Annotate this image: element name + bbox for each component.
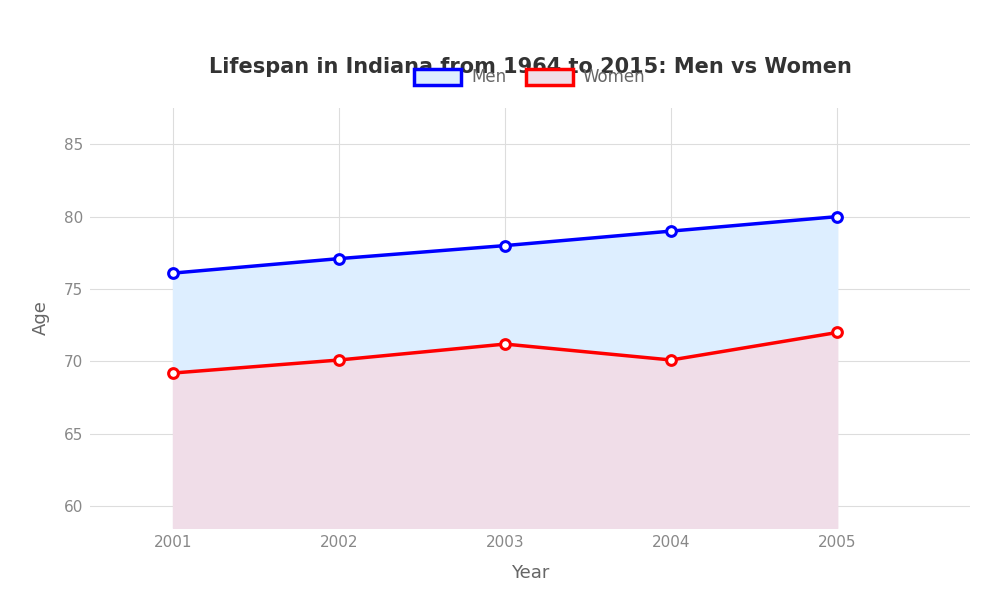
Title: Lifespan in Indiana from 1964 to 2015: Men vs Women: Lifespan in Indiana from 1964 to 2015: M… xyxy=(209,57,851,77)
Y-axis label: Age: Age xyxy=(32,301,50,335)
X-axis label: Year: Year xyxy=(511,564,549,582)
Legend: Men, Women: Men, Women xyxy=(408,62,652,93)
